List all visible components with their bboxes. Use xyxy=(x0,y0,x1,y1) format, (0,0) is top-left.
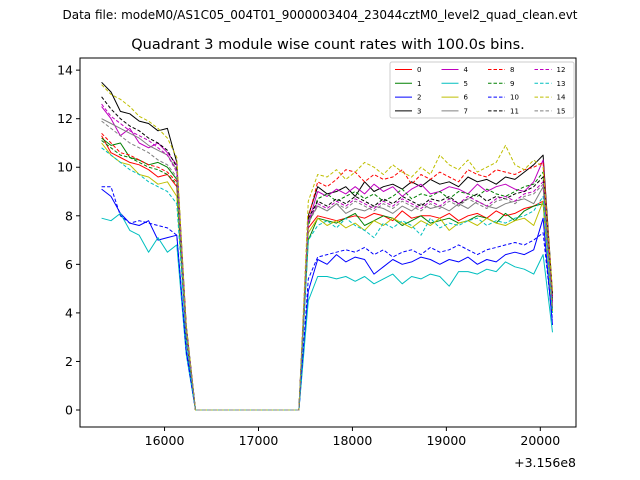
x-axis-offset-label: +3.156e8 xyxy=(514,455,576,470)
series-line-8 xyxy=(101,132,553,411)
legend-label-5: 5 xyxy=(464,80,468,88)
x-tick-label: 19000 xyxy=(426,433,466,448)
y-tick-label: 4 xyxy=(65,305,73,320)
series-layer xyxy=(101,81,553,411)
x-tick-label: 18000 xyxy=(333,433,373,448)
series-line-4 xyxy=(101,106,553,411)
series-line-6 xyxy=(101,142,553,411)
series-line-1 xyxy=(101,137,553,411)
series-line-2 xyxy=(101,188,553,411)
legend-label-14: 14 xyxy=(557,94,566,102)
legend-label-2: 2 xyxy=(417,94,421,102)
legend-label-10: 10 xyxy=(510,94,519,102)
plot-area-frame xyxy=(79,57,577,428)
series-line-9 xyxy=(101,140,553,411)
chart-title: Quadrant 3 module wise count rates with … xyxy=(131,37,525,53)
legend-label-11: 11 xyxy=(510,107,519,115)
legend-label-3: 3 xyxy=(417,107,421,115)
legend-label-1: 1 xyxy=(417,80,421,88)
legend-label-9: 9 xyxy=(510,80,514,88)
legend-label-7: 7 xyxy=(464,107,468,115)
y-tick-label: 10 xyxy=(57,160,73,175)
legend-label-15: 15 xyxy=(557,107,566,115)
y-tick-label: 2 xyxy=(65,354,73,369)
series-line-12 xyxy=(101,103,553,411)
legend-label-6: 6 xyxy=(464,94,469,102)
x-tick-label: 20000 xyxy=(520,433,560,448)
series-line-13 xyxy=(101,147,553,411)
y-tick-label: 14 xyxy=(57,63,73,78)
x-tick-label: 17000 xyxy=(239,433,279,448)
data-file-suptitle: Data file: modeM0/AS1C05_004T01_90000034… xyxy=(62,8,577,22)
series-line-3 xyxy=(101,81,553,411)
x-tick-label: 16000 xyxy=(145,433,185,448)
y-tick-label: 12 xyxy=(57,111,73,126)
legend-label-8: 8 xyxy=(510,66,514,74)
y-tick-label: 8 xyxy=(65,208,73,223)
legend-label-0: 0 xyxy=(417,66,421,74)
series-line-5 xyxy=(101,212,553,411)
series-line-10 xyxy=(101,186,553,411)
legend-label-13: 13 xyxy=(557,80,566,88)
y-tick-label: 6 xyxy=(65,257,73,272)
legend-label-4: 4 xyxy=(464,66,469,74)
series-line-11 xyxy=(101,96,553,411)
y-tick-label: 0 xyxy=(65,403,73,418)
legend-box xyxy=(389,61,575,119)
series-line-15 xyxy=(101,120,553,411)
legend-label-12: 12 xyxy=(557,66,566,74)
series-line-14 xyxy=(101,84,553,411)
